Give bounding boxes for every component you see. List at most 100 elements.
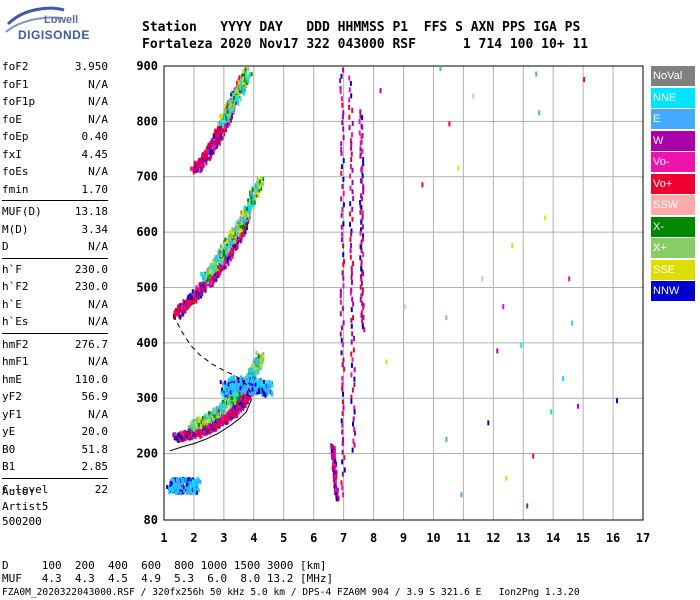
polarization-legend: NoVal NNE E W Vo- Vo+ SSW X- X+ SSE NNW [651,66,695,303]
echo-mark [229,245,232,250]
echo-mark [202,155,205,160]
echo-mark [200,162,203,167]
echo-mark [188,300,191,305]
echo-mark [177,477,180,482]
echo-mark [236,96,239,101]
echo-mark [175,480,178,485]
echo-mark [210,413,213,418]
echo-mark [234,404,237,409]
echo-mark [199,421,202,426]
echo-mark [252,372,255,377]
echo-mark [206,424,209,429]
echo-mark [247,383,250,388]
echo-mark [188,299,191,304]
echo-mark [332,449,335,455]
echo-mark [247,385,250,390]
echo-mark [233,94,236,99]
echo-mark [234,235,237,240]
echo-mark [197,430,200,435]
echo-mark [183,301,186,306]
echo-mark [194,485,197,490]
echo-mark [217,127,220,132]
echo-mark [221,404,224,409]
echo-mark [249,197,252,202]
echo-mark [234,236,237,241]
echo-mark [225,109,228,114]
echo-mark [214,128,217,133]
echo-mark [200,271,203,276]
echo-mark [232,250,235,255]
echo-mark [214,268,217,273]
echo-mark [246,223,249,228]
echo-mark [218,403,221,408]
echo-mark [177,308,180,313]
echo-mark [255,188,258,193]
echo-mark [185,478,188,483]
echo-mark [178,308,181,313]
echo-mark [172,484,175,489]
echo-mark [261,357,264,362]
echo-mark [175,435,178,440]
echo-mark [175,478,178,483]
echo-mark [183,477,186,482]
echo-mark [222,122,225,127]
echo-mark [238,232,241,237]
echo-mark [231,383,234,388]
echo-mark [239,97,242,102]
echo-mark [260,384,263,389]
echo-mark [225,260,228,265]
echo-mark [223,119,226,124]
echo-mark [226,414,229,419]
echo-mark [244,230,247,235]
echo-mark [219,417,222,422]
echo-mark [231,409,234,414]
echo-mark [233,414,236,419]
echo-mark [247,389,250,394]
echo-mark [238,233,241,238]
echo-mark [361,124,364,130]
echo-mark [259,361,262,366]
echo-mark [226,245,229,250]
echo-mark [254,368,257,373]
echo-mark [246,74,249,79]
echo-mark [212,269,215,274]
echo-mark [227,401,230,406]
echo-mark [182,437,185,442]
echo-mark [210,413,213,418]
echo-mark [240,384,243,389]
param-row: hmF1 N/A [2,353,108,371]
echo-mark [332,455,335,461]
echo-mark [258,388,261,393]
echo-mark [342,190,345,196]
echo-mark [262,353,265,358]
echo-mark [195,290,198,295]
echo-mark [249,208,252,213]
echo-mark [219,134,222,139]
param-row: hmF2 276.7 [2,336,108,354]
echo-mark [185,430,188,435]
echo-mark [237,238,240,243]
echo-mark [224,403,227,408]
echo-mark [229,107,232,112]
echo-mark [253,200,256,205]
echo-mark [237,232,240,237]
dashed-profile-curve [172,314,253,396]
echo-mark [226,115,229,120]
echo-mark [215,408,218,413]
echo-mark [242,406,245,411]
echo-mark [223,123,226,128]
echo-mark [207,278,210,283]
echo-mark [180,304,183,309]
echo-mark [223,250,226,255]
echo-mark [196,418,199,423]
echo-mark [172,482,175,487]
echo-mark [210,276,213,281]
echo-mark [195,424,198,429]
echo-mark [361,321,364,327]
echo-mark [187,485,190,490]
echo-mark [225,118,228,123]
echo-mark [238,221,241,226]
echo-mark [205,431,208,436]
echo-mark [217,423,220,428]
echo-mark [230,383,233,388]
